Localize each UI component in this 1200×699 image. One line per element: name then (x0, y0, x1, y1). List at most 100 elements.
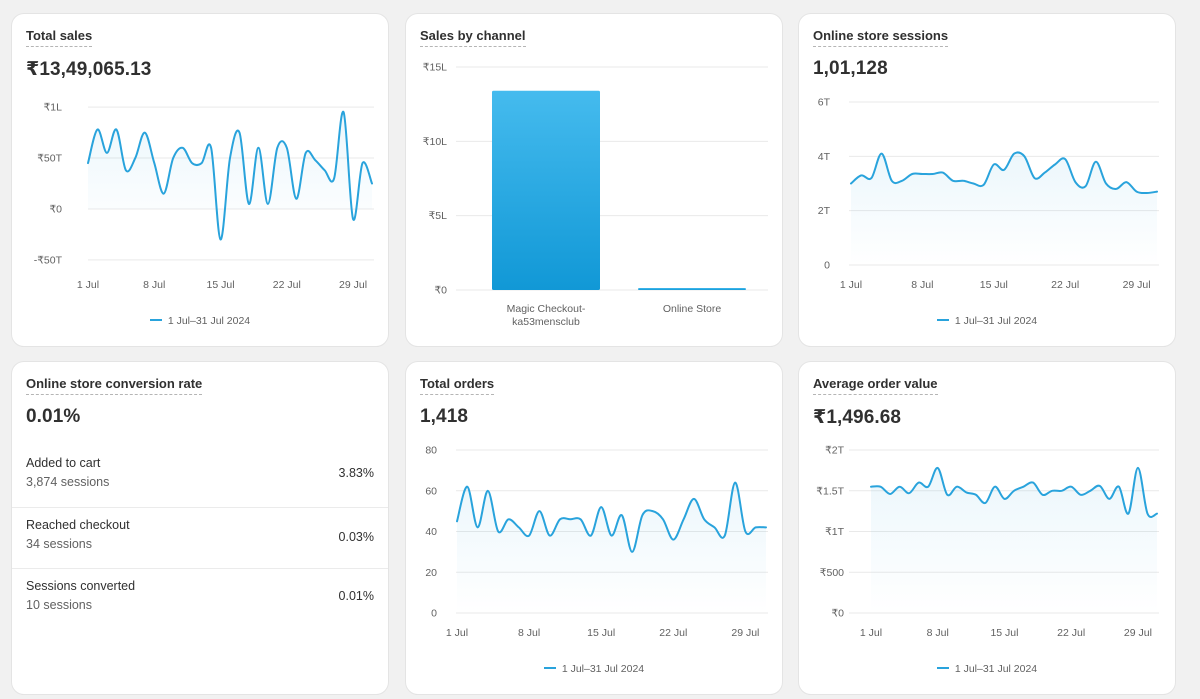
legend-line-icon (936, 667, 949, 670)
conversion-rate-value: 0.01% (26, 406, 81, 427)
series-area (871, 467, 1157, 613)
legend-label: 1 Jul–31 Jul 2024 (167, 315, 251, 327)
y-tick-label: ₹1T (825, 526, 845, 538)
total-sales-legend[interactable]: 1 Jul–31 Jul 2024 (12, 315, 388, 327)
bar[interactable] (492, 90, 600, 290)
x-tick-label: 15 Jul (207, 279, 235, 291)
funnel-percentage: 3.83% (338, 466, 374, 480)
y-tick-label: 6T (818, 97, 831, 109)
y-tick-label: ₹10L (423, 136, 447, 148)
online-store-sessions-value: 1,01,128 (813, 58, 888, 79)
x-tick-label: 22 Jul (1051, 279, 1079, 291)
legend-label: 1 Jul–31 Jul 2024 (561, 663, 645, 675)
series-area (457, 482, 766, 613)
total-sales-value: ₹13,49,065.13 (26, 59, 152, 80)
x-tick-label: 15 Jul (587, 627, 615, 639)
total-orders-card: Total orders 1,418 0 20 40 60 80 1 Jul 8 Jul 15… (406, 362, 782, 694)
funnel-row-sessions-converted: Sessions converted 10 sessions 0.01% (12, 568, 388, 629)
y-tick-label: ₹1L (44, 102, 63, 114)
total-orders-value: 1,418 (420, 406, 469, 427)
funnel-percentage: 0.01% (338, 589, 374, 603)
total-orders-title[interactable]: Total orders (420, 376, 495, 395)
series-line[interactable] (850, 151, 1158, 195)
x-tick-label: 1 Jul (446, 627, 468, 639)
funnel-row-added-to-cart: Added to cart 3,874 sessions 3.83% (12, 446, 388, 507)
x-tick-label: 22 Jul (273, 279, 301, 291)
sales-by-channel-chart: ₹0 ₹5L ₹10L ₹15L Magic Checkout-ka53mensclub… (423, 62, 768, 328)
y-tick-label: ₹0 (49, 203, 62, 215)
average-order-value-title[interactable]: Average order value (813, 376, 938, 395)
sales-by-channel-card: Sales by channel ₹0 ₹5L ₹10L ₹15L Magic Chec… (406, 14, 782, 346)
x-tick-label: 29 Jul (1123, 279, 1151, 291)
series-area (851, 152, 1157, 265)
y-tick-label: ₹5L (429, 210, 448, 222)
x-tick-label: 1 Jul (860, 627, 882, 639)
online-store-sessions-card: Online store sessions 1,01,128 0 2T 4T 6T 1 … (799, 14, 1175, 346)
y-tick-label: ₹15L (423, 62, 447, 74)
funnel-row-reached-checkout: Reached checkout 34 sessions 0.03% (12, 507, 388, 568)
x-tick-label: 22 Jul (1057, 627, 1085, 639)
category-label: Magic Checkout- (507, 303, 586, 315)
x-tick-label: 1 Jul (77, 279, 99, 291)
y-tick-label: ₹50T (37, 153, 62, 165)
total-orders-chart: 0 20 40 60 80 1 Jul 8 Jul 15 Jul 22 Jul 29 Jul (425, 445, 768, 639)
series-line[interactable] (456, 481, 767, 553)
total-sales-title[interactable]: Total sales (26, 28, 93, 47)
x-tick-label: 8 Jul (927, 627, 949, 639)
average-order-value-card: Average order value ₹1,496.68 ₹0 ₹500 ₹1T ₹… (799, 362, 1175, 694)
x-tick-label: 8 Jul (911, 279, 933, 291)
online-store-sessions-legend[interactable]: 1 Jul–31 Jul 2024 (799, 315, 1175, 327)
x-tick-label: 8 Jul (143, 279, 165, 291)
total-sales-chart: -₹50T ₹0 ₹50T ₹1L 1 Jul 8 Jul 15 Jul 22 Jul 29 J… (34, 102, 374, 291)
average-order-value-chart: ₹0 ₹500 ₹1T ₹1.5T ₹2T 1 Jul 8 Jul 15 Jul 22 Jul 2… (816, 445, 1159, 639)
funnel-sessions: 10 sessions (26, 598, 93, 612)
y-tick-label: 60 (425, 485, 437, 497)
x-tick-label: 22 Jul (659, 627, 687, 639)
average-order-value-value: ₹1,496.68 (813, 407, 902, 428)
bar[interactable] (638, 288, 746, 290)
legend-line-icon (936, 319, 949, 322)
funnel-sessions: 3,874 sessions (26, 475, 110, 489)
x-tick-label: 29 Jul (731, 627, 759, 639)
series-area (88, 111, 372, 240)
y-tick-label: 4T (818, 151, 831, 163)
y-tick-label: ₹500 (820, 567, 844, 579)
x-tick-label: 29 Jul (339, 279, 367, 291)
y-tick-label: 0 (824, 260, 830, 272)
conversion-rate-title[interactable]: Online store conversion rate (26, 376, 203, 395)
funnel-label: Added to cart (26, 456, 101, 470)
x-tick-label: 15 Jul (990, 627, 1018, 639)
conversion-rate-card: Online store conversion rate 0.01% Added… (12, 362, 388, 694)
y-tick-label: ₹2T (825, 445, 845, 457)
category-label: Online Store (663, 303, 722, 315)
legend-label: 1 Jul–31 Jul 2024 (954, 315, 1038, 327)
legend-label: 1 Jul–31 Jul 2024 (954, 663, 1038, 675)
y-tick-label: ₹0 (831, 608, 844, 620)
sales-by-channel-title[interactable]: Sales by channel (420, 28, 526, 47)
series-line[interactable] (87, 111, 373, 241)
y-tick-label: 80 (425, 445, 437, 457)
legend-line-icon (543, 667, 556, 670)
y-tick-label: ₹1.5T (816, 485, 844, 497)
online-store-sessions-chart: 0 2T 4T 6T 1 Jul 8 Jul 15 Jul 22 Jul 29 Jul (818, 97, 1159, 291)
y-tick-label: 2T (818, 205, 831, 217)
total-orders-legend[interactable]: 1 Jul–31 Jul 2024 (406, 663, 782, 675)
x-tick-label: 1 Jul (840, 279, 862, 291)
y-tick-label: -₹50T (34, 254, 63, 266)
average-order-value-legend[interactable]: 1 Jul–31 Jul 2024 (799, 663, 1175, 675)
x-tick-label: 15 Jul (980, 279, 1008, 291)
series-line[interactable] (870, 466, 1158, 518)
category-label: ka53mensclub (512, 316, 580, 328)
y-tick-label: ₹0 (434, 285, 447, 297)
funnel-label: Reached checkout (26, 518, 130, 532)
funnel-label: Sessions converted (26, 579, 136, 593)
y-tick-label: 0 (431, 608, 437, 620)
legend-line-icon (149, 319, 162, 322)
y-tick-label: 40 (425, 526, 437, 538)
funnel-percentage: 0.03% (338, 530, 374, 544)
funnel-sessions: 34 sessions (26, 537, 93, 551)
x-tick-label: 29 Jul (1124, 627, 1152, 639)
total-sales-card: Total sales ₹13,49,065.13 -₹50T ₹0 ₹50T ₹1L… (12, 14, 388, 346)
online-store-sessions-title[interactable]: Online store sessions (813, 28, 949, 47)
x-tick-label: 8 Jul (518, 627, 540, 639)
